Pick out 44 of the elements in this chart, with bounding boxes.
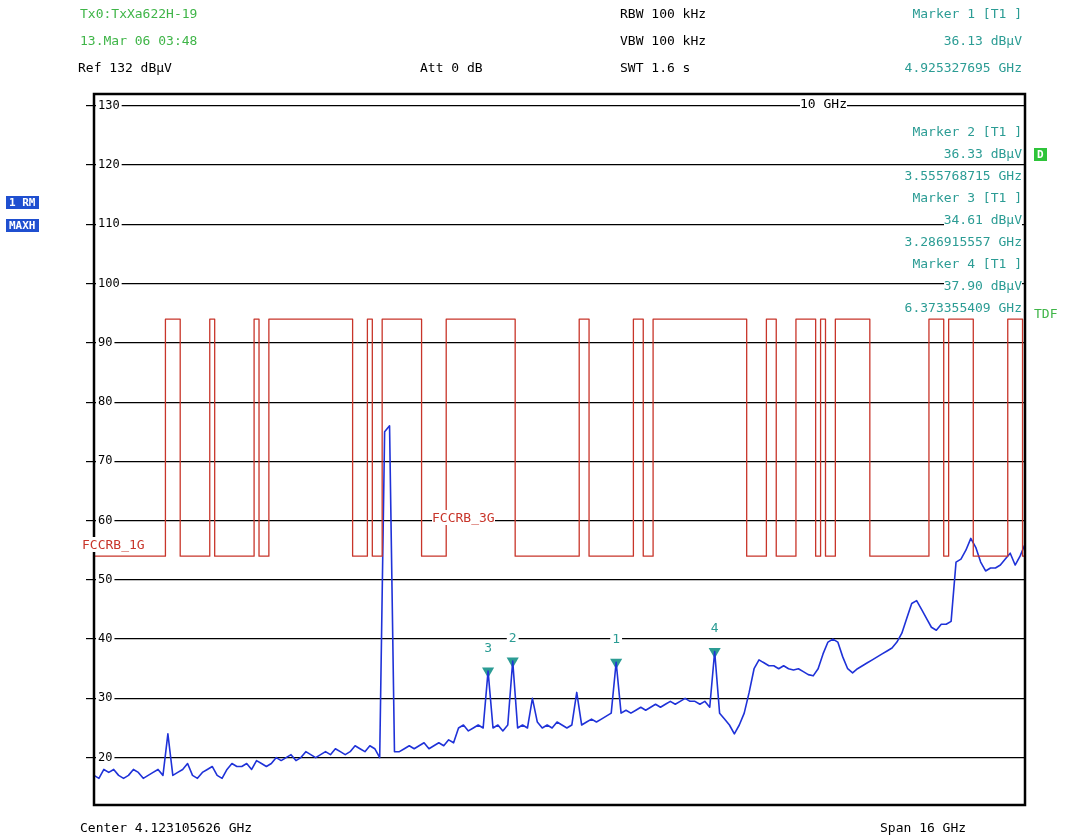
y-tick-label: 30 (98, 690, 113, 705)
text: 36.13 dBµV (943, 33, 1022, 48)
y-tick-label: 70 (98, 453, 113, 468)
annotation: FCCRB_1G (82, 537, 145, 552)
annotation: Marker 2 [T1 ] (912, 124, 1022, 139)
annotation: 3.555768715 GHz (904, 168, 1022, 183)
annotation: 6.373355409 GHz (904, 300, 1022, 315)
text: VBW 100 kHz (620, 33, 707, 48)
text: D (1034, 148, 1047, 161)
y-tick-label: 40 (98, 631, 113, 646)
text: SWT 1.6 s (620, 60, 691, 75)
text: Marker 1 [T1 ] (912, 6, 1022, 21)
series-label: 1 (612, 631, 621, 647)
annotation: 36.33 dBµV (943, 146, 1022, 161)
series-label: 4 (710, 620, 719, 636)
text: MAXH (6, 219, 39, 232)
text: 1 RM (6, 196, 39, 209)
annotation: Marker 3 [T1 ] (912, 190, 1022, 205)
annotation: Marker 4 [T1 ] (912, 256, 1022, 271)
y-tick-label: 80 (98, 394, 113, 409)
text: 4.925327695 GHz (904, 60, 1022, 75)
y-tick-label: 90 (98, 334, 113, 349)
text: Ref 132 dBµV (78, 60, 172, 75)
y-tick-label: 100 (98, 275, 120, 290)
annotation: 3.286915557 GHz (904, 234, 1022, 249)
text: Center 4.123105626 GHz (80, 820, 253, 835)
y-tick-label: 120 (98, 157, 120, 172)
text: TDF (1034, 306, 1058, 321)
annotation: FCCRB_3G (432, 510, 495, 525)
annotation: 37.90 dBµV (943, 278, 1022, 293)
series-label: 3 (484, 639, 492, 655)
series-label: 2 (508, 629, 517, 645)
y-tick-label: 20 (98, 749, 113, 764)
text: Tx0:TxXa622H-19 (80, 6, 198, 21)
text: Span 16 GHz (880, 820, 967, 835)
text: 13.Mar 06 03:48 (80, 33, 198, 48)
y-tick-label: 130 (98, 97, 120, 112)
y-tick-label: 60 (98, 512, 113, 527)
annotation: 10 GHz (800, 96, 847, 111)
text: RBW 100 kHz (620, 6, 707, 21)
text: Att 0 dB (420, 60, 483, 75)
annotation: 34.61 dBµV (943, 212, 1022, 227)
y-tick-label: 110 (98, 216, 120, 231)
y-tick-label: 50 (98, 571, 113, 586)
